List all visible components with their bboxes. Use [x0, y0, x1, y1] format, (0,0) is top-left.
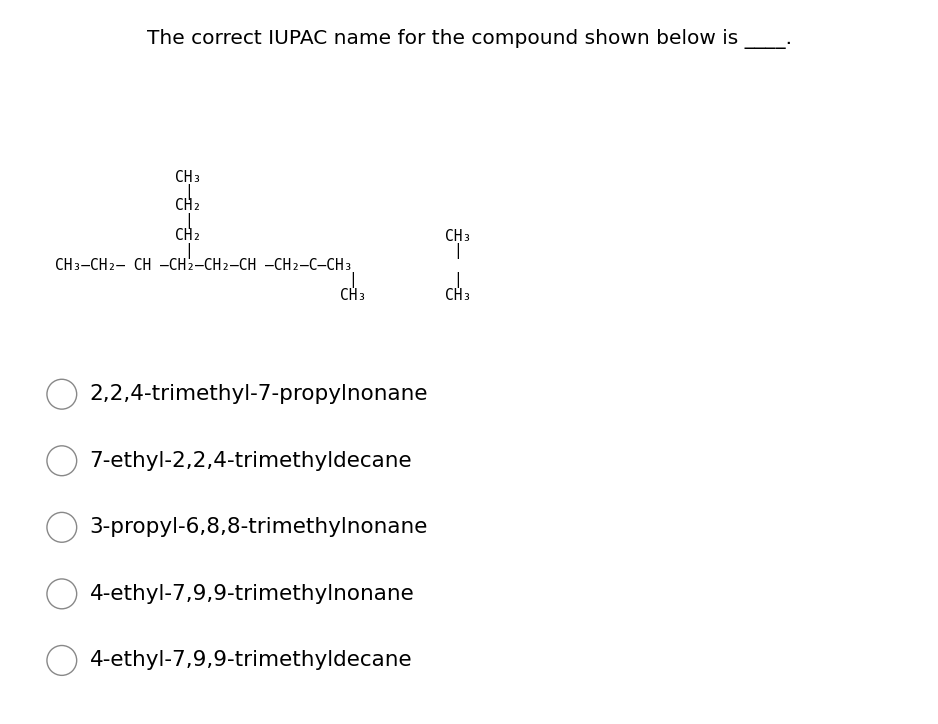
Text: 3-propyl-6,8,8-trimethylnonane: 3-propyl-6,8,8-trimethylnonane: [90, 518, 428, 537]
Text: CH₂: CH₂: [175, 198, 202, 214]
Text: CH₂: CH₂: [175, 228, 202, 243]
Text: The correct IUPAC name for the compound shown below is ____.: The correct IUPAC name for the compound …: [146, 29, 792, 49]
Text: CH₃: CH₃: [445, 230, 471, 244]
Text: 4-ethyl-7,9,9-trimethyldecane: 4-ethyl-7,9,9-trimethyldecane: [90, 650, 413, 670]
Text: |: |: [453, 243, 462, 259]
Text: CH₃: CH₃: [445, 288, 471, 303]
Text: CH₃: CH₃: [175, 170, 202, 185]
Text: CH₃–CH₂– CH –CH₂–CH₂–CH –CH₂–C–CH₃: CH₃–CH₂– CH –CH₂–CH₂–CH –CH₂–C–CH₃: [55, 258, 353, 273]
Text: |: |: [184, 184, 192, 200]
Text: |: |: [184, 213, 192, 229]
Text: CH₃: CH₃: [340, 288, 366, 303]
Text: 4-ethyl-7,9,9-trimethylnonane: 4-ethyl-7,9,9-trimethylnonane: [90, 584, 415, 604]
Text: 2,2,4-trimethyl-7-propylnonane: 2,2,4-trimethyl-7-propylnonane: [90, 384, 428, 404]
Text: 7-ethyl-2,2,4-trimethyldecane: 7-ethyl-2,2,4-trimethyldecane: [90, 451, 413, 471]
Text: |: |: [348, 272, 357, 287]
Text: |: |: [453, 272, 462, 287]
Text: |: |: [184, 243, 192, 259]
